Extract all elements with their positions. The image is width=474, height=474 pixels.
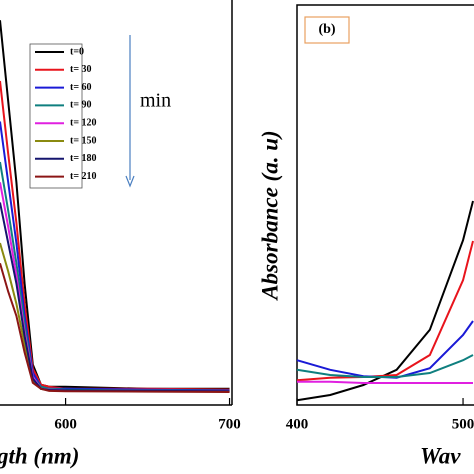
annotation: min bbox=[140, 90, 171, 112]
series-line bbox=[296, 240, 474, 382]
series-line bbox=[0, 161, 230, 392]
series-line bbox=[296, 320, 474, 379]
series-line bbox=[0, 262, 230, 394]
series-line bbox=[0, 202, 230, 393]
plot-frame bbox=[296, 4, 474, 406]
series-line bbox=[0, 121, 230, 392]
series-line bbox=[296, 200, 474, 402]
y-axis-label: Absorbance (a. u) bbox=[257, 130, 282, 301]
legend-label: t=0 bbox=[70, 46, 84, 57]
series-line bbox=[0, 182, 230, 393]
legend-label: t= 90 bbox=[70, 100, 92, 111]
series-line bbox=[0, 20, 230, 390]
x-tick-label: 400 bbox=[286, 416, 309, 432]
x-axis-label: gth (nm) bbox=[0, 443, 79, 468]
legend-label: t= 60 bbox=[70, 82, 92, 93]
legend-box bbox=[29, 43, 83, 189]
panel-label-box bbox=[304, 16, 350, 44]
legend-label: t= 180 bbox=[70, 153, 97, 164]
legend-label: t= 120 bbox=[70, 117, 97, 128]
x-tick-label: 600 bbox=[54, 416, 77, 432]
legend-label: t= 150 bbox=[70, 135, 97, 146]
arrow-head bbox=[125, 175, 135, 188]
x-tick-label: 700 bbox=[218, 416, 241, 432]
x-tick-label: 500 bbox=[452, 416, 474, 432]
legend-label: t= 210 bbox=[70, 171, 97, 182]
series-line bbox=[0, 80, 230, 391]
series-line bbox=[297, 380, 474, 384]
panel-label: (b) bbox=[318, 22, 335, 37]
x-axis-label: Wav bbox=[420, 443, 461, 468]
legend-label: t= 30 bbox=[70, 64, 92, 75]
series-line bbox=[296, 354, 474, 378]
